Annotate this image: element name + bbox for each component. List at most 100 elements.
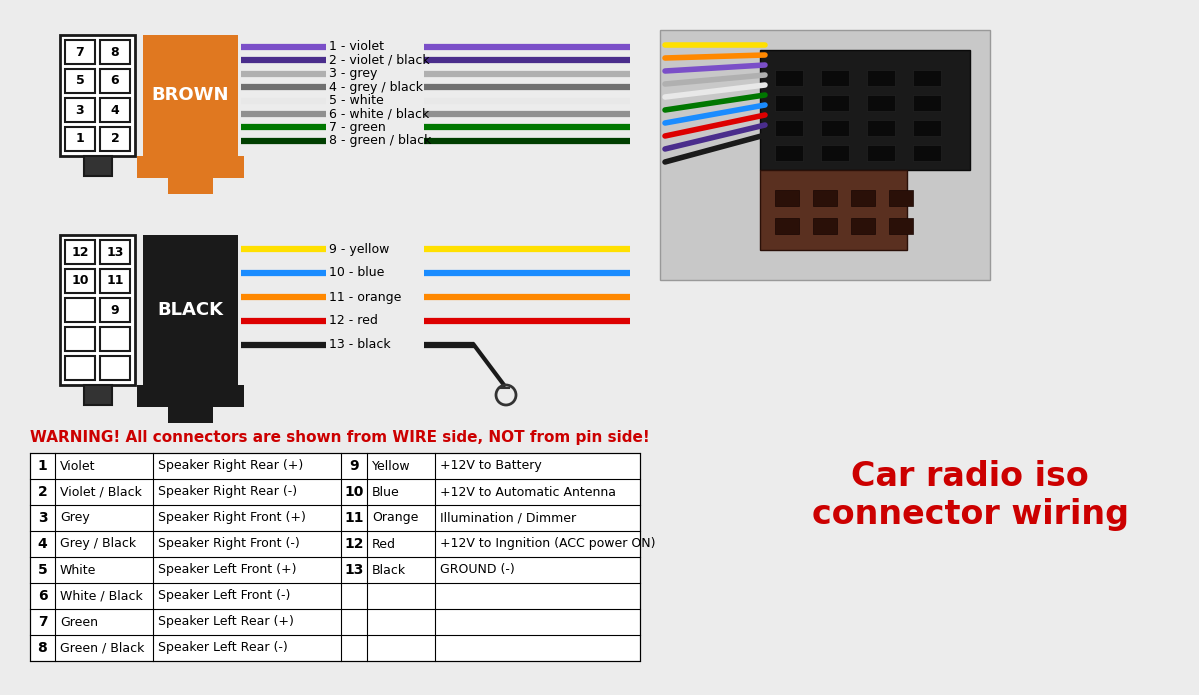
Text: Speaker Right Front (-): Speaker Right Front (-) [158,537,300,550]
Bar [65,240,95,264]
Text: 2: 2 [37,485,48,499]
Text: +12V to Automatic Antenna: +12V to Automatic Antenna [440,486,616,498]
Bar [100,356,129,380]
Bar [84,156,112,176]
Text: Green: Green [60,616,98,628]
Text: 1: 1 [76,133,84,145]
Text: 10: 10 [71,275,89,288]
Bar [912,145,941,161]
Text: GROUND (-): GROUND (-) [440,564,514,576]
Text: +12V to Ingnition (ACC power ON): +12V to Ingnition (ACC power ON) [440,537,656,550]
Text: BROWN: BROWN [152,86,229,104]
Text: Blue: Blue [372,486,399,498]
Bar [821,120,849,136]
Bar [100,40,129,64]
Bar [65,40,95,64]
Text: 6: 6 [110,74,120,88]
Bar [867,70,894,86]
Text: Red: Red [372,537,396,550]
Bar [813,190,837,206]
Bar [760,50,970,170]
Text: 3: 3 [37,511,47,525]
Text: 5: 5 [76,74,84,88]
Bar [821,70,849,86]
Text: 1 - violet: 1 - violet [329,40,384,54]
Text: Violet: Violet [60,459,96,473]
Bar [912,70,941,86]
Text: 7: 7 [37,615,47,629]
Text: Grey: Grey [60,512,90,525]
Bar [65,98,95,122]
Text: 1: 1 [37,459,48,473]
Text: 8: 8 [110,45,120,58]
Bar [143,235,237,385]
Bar [851,190,875,206]
Text: 9: 9 [110,304,120,316]
Bar [821,145,849,161]
Text: Black: Black [372,564,406,576]
Text: Speaker Left Front (-): Speaker Left Front (-) [158,589,290,603]
Bar [65,327,95,351]
Text: 12: 12 [344,537,363,551]
Text: 8 - green / black: 8 - green / black [329,134,432,147]
Bar [60,35,135,156]
Bar [851,218,875,234]
Text: Illumination / Dimmer: Illumination / Dimmer [440,512,577,525]
Bar [100,240,129,264]
Text: 10: 10 [344,485,363,499]
Bar [168,178,213,194]
Bar [65,69,95,93]
Text: 13: 13 [107,245,123,259]
Text: Car radio iso
connector wiring: Car radio iso connector wiring [812,460,1128,531]
Text: WARNING! All connectors are shown from WIRE side, NOT from pin side!: WARNING! All connectors are shown from W… [30,430,650,445]
Bar [100,298,129,322]
Text: Speaker Left Rear (-): Speaker Left Rear (-) [158,641,288,655]
Text: 7: 7 [76,45,84,58]
Bar [137,385,245,407]
Text: 4: 4 [110,104,120,117]
Bar [912,120,941,136]
Bar [100,69,129,93]
Text: 6 - white / black: 6 - white / black [329,107,429,120]
Bar [775,70,803,86]
Bar [775,120,803,136]
Text: 13: 13 [344,563,363,577]
Bar [867,145,894,161]
Bar [100,327,129,351]
Bar [775,190,799,206]
Text: 9: 9 [349,459,359,473]
Bar [65,298,95,322]
Text: 11 - orange: 11 - orange [329,291,402,304]
Text: Speaker Left Rear (+): Speaker Left Rear (+) [158,616,294,628]
Text: 4 - grey / black: 4 - grey / black [329,81,423,94]
Text: Grey / Black: Grey / Black [60,537,137,550]
Bar [888,218,912,234]
Text: 9 - yellow: 9 - yellow [329,243,390,256]
Bar [65,356,95,380]
Text: 6: 6 [37,589,47,603]
Text: 11: 11 [107,275,123,288]
Bar [168,407,213,423]
Bar [659,30,990,280]
Bar [137,156,245,178]
Bar [100,98,129,122]
Text: 10 - blue: 10 - blue [329,266,385,279]
Text: BLACK: BLACK [157,301,223,319]
Text: White / Black: White / Black [60,589,143,603]
Bar [100,269,129,293]
Bar [143,35,237,156]
Text: Speaker Right Front (+): Speaker Right Front (+) [158,512,306,525]
Text: Speaker Right Rear (+): Speaker Right Rear (+) [158,459,303,473]
Bar [30,453,640,661]
Text: 12 - red: 12 - red [329,315,378,327]
Text: 2: 2 [110,133,120,145]
Text: 5: 5 [37,563,48,577]
Text: 13 - black: 13 - black [329,338,391,352]
Bar [888,190,912,206]
Text: Green / Black: Green / Black [60,641,144,655]
Text: 3 - grey: 3 - grey [329,67,378,80]
Text: White: White [60,564,96,576]
Text: 8: 8 [37,641,48,655]
Bar [100,127,129,151]
Bar [867,120,894,136]
